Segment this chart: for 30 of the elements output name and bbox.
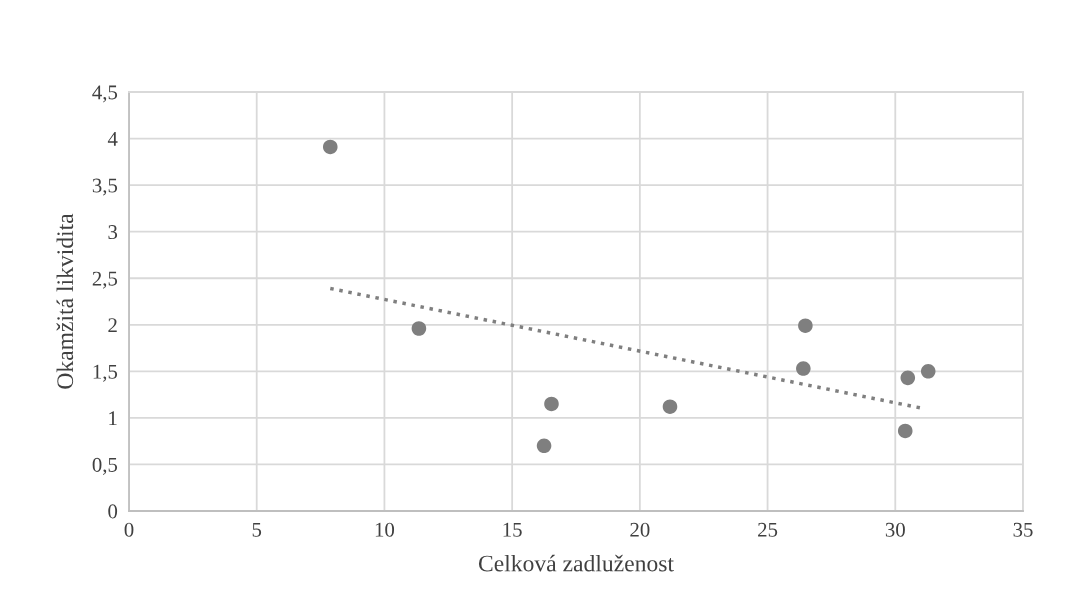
x-tick-label: 35 — [1013, 522, 1033, 537]
y-tick-label: 0 — [108, 504, 118, 519]
point — [322, 139, 338, 155]
point — [796, 361, 811, 376]
x-tick-label: 5 — [252, 522, 262, 537]
x-tick-label: 20 — [630, 522, 650, 537]
y-tick-label: 1 — [109, 411, 117, 426]
point — [920, 364, 936, 379]
point — [897, 423, 913, 439]
x-tick-label: 0 — [124, 522, 134, 537]
x-tick-label: 15 — [503, 522, 522, 537]
point — [411, 321, 427, 336]
y-tick-label: 0,5 — [92, 457, 118, 475]
y-tick-label: 3 — [108, 225, 118, 240]
point — [798, 318, 813, 333]
y-tick-label: 2 — [108, 318, 117, 333]
y-tick-label: 1,5 — [93, 364, 118, 382]
y-tick-label: 4 — [107, 132, 118, 146]
point — [900, 370, 916, 386]
y-tick-label: 3,5 — [92, 178, 118, 196]
x-tick-label: 25 — [758, 522, 778, 537]
point — [544, 396, 559, 412]
x-axis-title: Celková zadluženost — [478, 554, 674, 572]
y-tick-label: 2,5 — [92, 271, 118, 289]
y-tick-label: 4,5 — [92, 85, 118, 103]
point — [662, 399, 678, 414]
y-axis-title: Okamžitá likvidita — [56, 213, 74, 389]
x-tick-label: 10 — [375, 522, 395, 537]
x-tick-label: 30 — [885, 522, 905, 537]
point — [536, 438, 552, 454]
